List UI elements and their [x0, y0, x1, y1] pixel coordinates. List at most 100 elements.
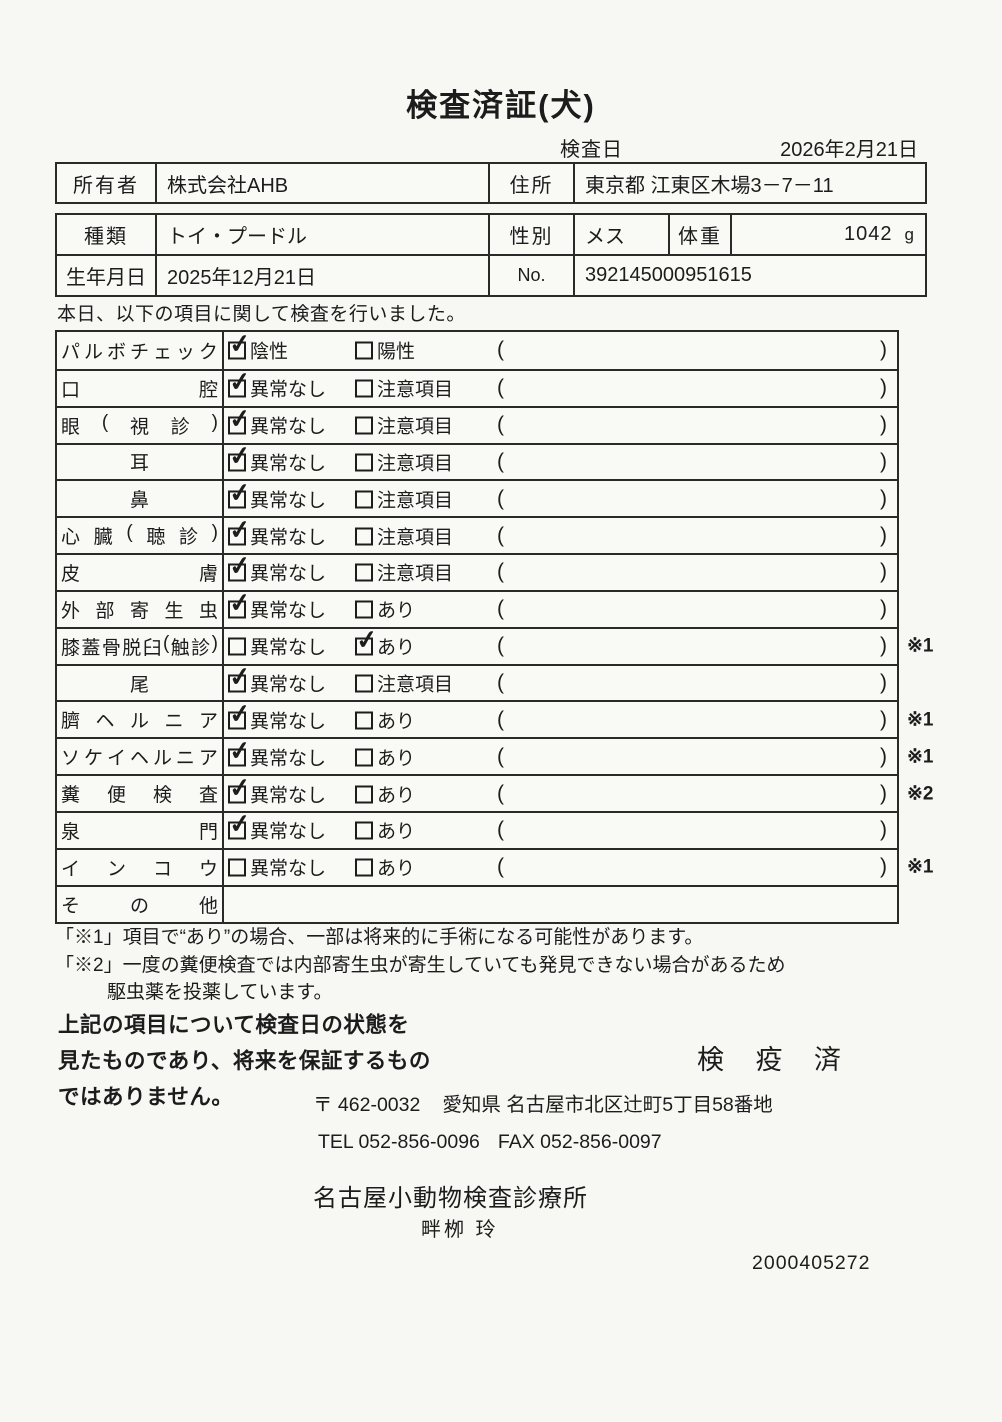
remark-mark: ※1 [907, 709, 934, 731]
result-option-2: 注意項目 [355, 485, 453, 512]
option-label: あり [377, 600, 416, 622]
document-number: 2000405272 [752, 1252, 871, 1274]
clinic-fax: FAX 052-856-0097 [497, 1131, 662, 1153]
option-label: 異常なし [250, 785, 327, 807]
comment-paren-open: ( [497, 744, 504, 768]
label-char: 聴 [146, 527, 166, 549]
result-option-2: 注意項目 [355, 670, 453, 697]
label-char: 生 [164, 600, 184, 622]
exam-item-label: 心臓 (聴診) [57, 518, 224, 554]
comment-paren-close: ) [880, 634, 887, 658]
info-row-2: 生年月日 2025年12月21日 No. 392145000951615 [57, 256, 925, 295]
label-char: ル [152, 748, 172, 770]
label-char: ヘ [129, 748, 149, 770]
label-char: イ [61, 858, 81, 880]
label-char: 心 [61, 527, 81, 549]
result-option-1: ✓ 異常なし [227, 587, 326, 623]
label-char: 骨 [101, 637, 121, 659]
label-char: 診 [170, 416, 190, 438]
clinic-person-name: 畔栁 玲 [421, 1219, 499, 1241]
result-option-1: ✓ 異常なし [227, 439, 326, 475]
owner-value: 株式会社AHB [157, 164, 490, 202]
checkbox-checked: ✓ [227, 697, 252, 729]
option-label: 異常なし [250, 563, 327, 585]
option-label: 注意項目 [377, 527, 454, 549]
comment-paren-open: ( [497, 707, 504, 731]
exam-row-content: ✓ 異常なし あり () [224, 697, 897, 737]
label-char: ヘ [95, 711, 115, 733]
check-icon: ✓ [227, 770, 253, 804]
exam-row: 耳 ✓ 異常なし 注意項目 () [57, 439, 897, 480]
comment-paren-close: ) [880, 597, 887, 621]
option-label: あり [377, 748, 416, 770]
disclaimer-line-1: 上記の項目について検査日の状態を [58, 1013, 410, 1037]
result-option-2: 陽性 [355, 337, 415, 364]
owner-label: 所有者 [57, 164, 157, 202]
check-icon: ✓ [354, 623, 380, 656]
footnotes: 「※1」項目で“あり”の場合、一部は将来的に手術になる可能性があります。 「※2… [55, 924, 785, 1007]
checkbox-checked: ✓ [227, 660, 252, 692]
exam-row-content: ✓ 異常なし あり () [224, 770, 897, 811]
label-char: ル [83, 341, 103, 363]
checkbox-checked: ✓ [227, 439, 252, 471]
option-label: 異常なし [250, 748, 327, 770]
result-option-1: ✓ 異常なし [227, 403, 327, 439]
number-value: 392145000951615 [585, 264, 752, 286]
inspection-date-value: 2026年2月21日 [780, 139, 918, 161]
checkbox-checked: ✓ [227, 513, 252, 545]
check-icon: ✓ [227, 807, 253, 840]
option-label: 異常なし [250, 674, 327, 696]
label-char: 診 [179, 527, 199, 549]
checkbox-checked: ✓ [227, 808, 252, 840]
label-char: 視 [129, 416, 149, 438]
result-option-1: ✓ 異常なし [227, 476, 326, 512]
clinic-name: 名古屋小動物検査診療所 [313, 1185, 588, 1212]
check-icon: ✓ [227, 549, 253, 583]
exam-item-label-text: その他 [61, 891, 218, 918]
option-label: 異常なし [250, 821, 327, 843]
option-label: 異常なし [250, 416, 327, 438]
label-char: ア [198, 711, 218, 733]
exam-item-label-text: 外部寄生虫 [61, 596, 218, 623]
info-row-1: 種類 トイ・プードル 性別 メス 体重 1042 g [57, 215, 925, 256]
check-icon: ✓ [227, 513, 253, 546]
result-option-2: 注意項目 [355, 559, 453, 586]
exam-item-label-text: ソケイヘルニア [61, 743, 218, 770]
checkbox-unchecked [355, 748, 373, 767]
weight-label: 体重 [670, 215, 732, 254]
comment-paren-close: ) [880, 707, 887, 731]
checkbox-checked: ✓ [227, 366, 252, 398]
result-option-1: 異常なし [228, 633, 326, 660]
exam-row-content: ✓ 異常なし 注意項目 () [224, 403, 897, 443]
breed-value: トイ・プードル [157, 215, 490, 254]
remark-mark: ※2 [907, 783, 934, 805]
footnote-2-continued: 駆虫薬を投薬しています。 [107, 982, 333, 1003]
comment-paren-close: ) [880, 744, 887, 768]
exam-row: ソケイヘルニア ✓ 異常なし あり () ※1 [57, 734, 934, 775]
option-label: あり [377, 821, 416, 843]
exam-item-label-text: 泉門 [61, 817, 218, 844]
label-char: ) [211, 632, 218, 654]
option-label: 注意項目 [377, 416, 454, 438]
result-option-1: ✓ 異常なし [227, 697, 326, 733]
exam-row-content: ✓ 異常なし 注意項目 () [224, 476, 897, 516]
footnote-1: 「※1」項目で“あり”の場合、一部は将来的に手術になる可能性があります。 [55, 927, 704, 948]
comment-paren-close: ) [880, 338, 887, 362]
label-char: ニ [164, 711, 184, 733]
label-char: ル [129, 711, 149, 733]
footnote-2: 「※2」一度の糞便検査では内部寄生虫が寄生していても発見できない場合があるため [55, 954, 786, 976]
exam-row: 泉門 ✓ 異常なし あり() [57, 808, 897, 848]
check-icon: ✓ [227, 365, 253, 398]
exam-item-label: 泉門 [57, 812, 224, 848]
checkbox-checked: ✓ [227, 328, 252, 360]
result-option-2: あり [355, 743, 415, 770]
checkbox-unchecked [355, 527, 373, 546]
label-char: 膚 [198, 563, 218, 585]
exam-row-content: ✓ 異常なし 注意項目 () [224, 660, 897, 701]
check-icon: ✓ [227, 734, 253, 767]
checkbox-checked: ✓ [227, 476, 252, 508]
clinic-tel: TEL 052-856-0096 [318, 1131, 480, 1153]
exam-item-label: 鼻 [57, 481, 224, 517]
weight-value: 1042 g [732, 215, 925, 254]
option-label: 異常なし [250, 637, 327, 659]
